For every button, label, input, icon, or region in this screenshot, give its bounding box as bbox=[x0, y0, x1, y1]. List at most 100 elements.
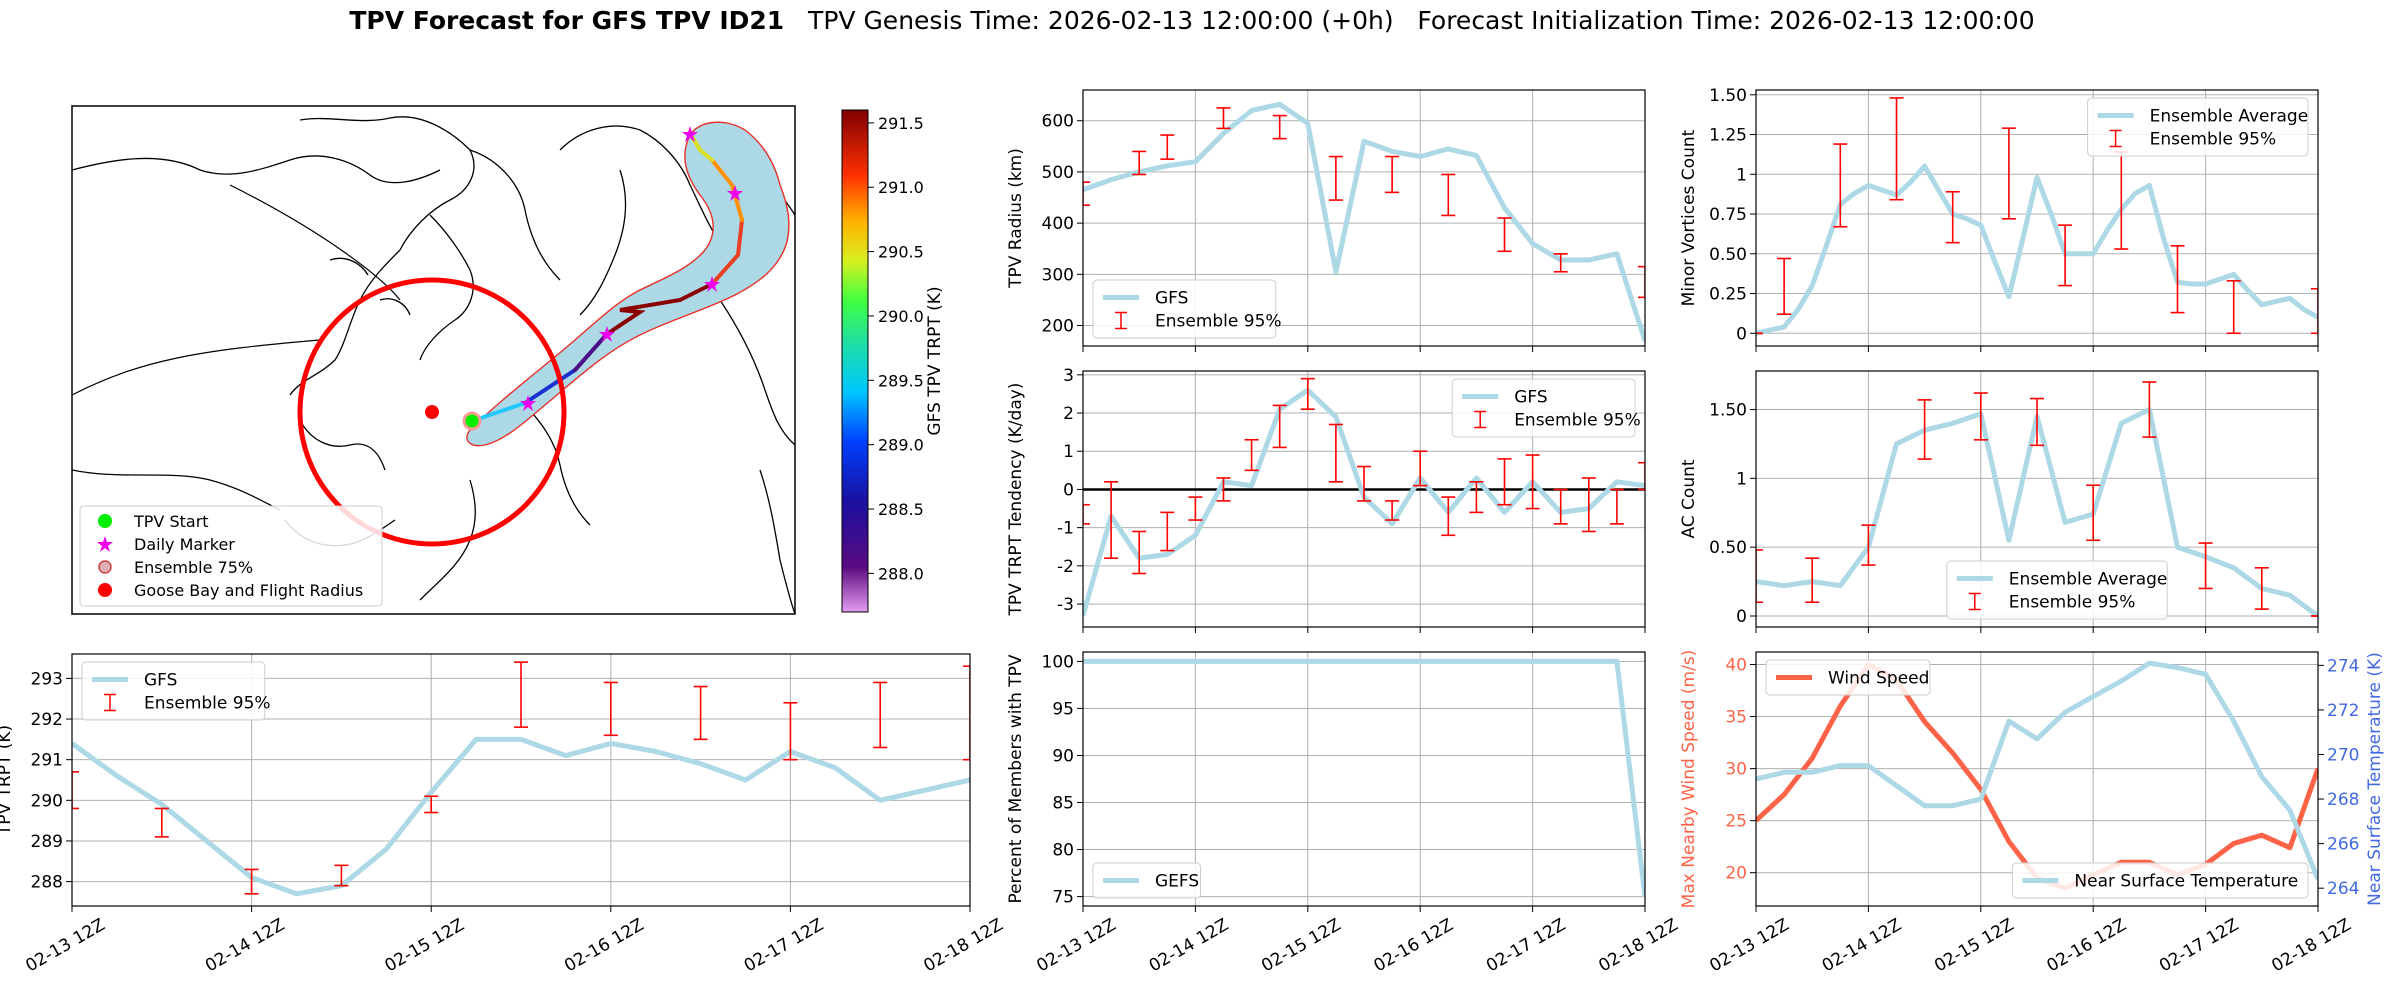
legend-label: Ensemble 95% bbox=[1155, 312, 1282, 332]
chart-radius-panel: 200 300 400 500 600 TPV Radius (km) GFS Ensembl… bbox=[1006, 90, 1652, 352]
chart-ytick-label: 0 bbox=[1736, 607, 1747, 627]
chart-ytick-label: 85 bbox=[1052, 794, 1074, 814]
chart-ylabel: TPV TRPT Tendency (K/day) bbox=[1006, 383, 1026, 617]
chart-ytick-label: 288 bbox=[31, 873, 63, 893]
chart-ytick-label: 90 bbox=[1052, 746, 1074, 766]
chart-ytick-label: 3 bbox=[1063, 366, 1074, 386]
chart-xtick-label: 02-13 12Z bbox=[1706, 915, 1792, 976]
legend-label: Ensemble 95% bbox=[2150, 130, 2277, 150]
map-legend: TPV Start Daily Marker Ensemble 75% Goos… bbox=[80, 506, 382, 606]
map-panel: TPV Start Daily Marker Ensemble 75% Goos… bbox=[72, 106, 945, 614]
chart-ytick-label: 400 bbox=[1042, 214, 1074, 234]
chart-xtick-label: 02-13 12Z bbox=[1033, 915, 1119, 976]
chart-xtick-label: 02-15 12Z bbox=[382, 915, 468, 976]
chart-legend: GFS Ensemble 95% bbox=[82, 662, 271, 720]
chart-ytick-label: 20 bbox=[1725, 864, 1747, 884]
chart-xtick-label: 02-15 12Z bbox=[1258, 915, 1344, 976]
colorbar-tick-label: 291.5 bbox=[878, 114, 924, 133]
chart-ylabel: TPV TRPT (K) bbox=[0, 725, 15, 836]
legend-tpv-start-icon bbox=[98, 514, 112, 528]
chart-xtick-label: 02-17 12Z bbox=[1483, 915, 1569, 976]
chart-ytick-label: 80 bbox=[1052, 841, 1074, 861]
legend-ensemble-75-label: Ensemble 75% bbox=[134, 558, 253, 577]
chart-ytick-right-label: 270 bbox=[2327, 745, 2359, 765]
chart-ytick-label: -1 bbox=[1057, 519, 1074, 539]
chart-ytick-label: 95 bbox=[1052, 699, 1074, 719]
legend-label: GFS bbox=[144, 671, 177, 691]
chart-xtick-label: 02-16 12Z bbox=[2044, 915, 2130, 976]
chart-ytick-label: 1.50 bbox=[1709, 86, 1747, 106]
chart-ytick-label: 1 bbox=[1736, 469, 1747, 489]
chart-xtick-label: 02-15 12Z bbox=[1931, 915, 2017, 976]
colorbar-tick-label: 288.5 bbox=[878, 500, 924, 519]
legend-label: Ensemble 95% bbox=[2009, 593, 2136, 613]
chart-xtick-label: 02-18 12Z bbox=[2268, 915, 2354, 976]
chart-wind-temp-panel: 20 25 30 35 40 02-13 12Z 02-14 12Z 02-15 12Z 02-… bbox=[1679, 650, 2384, 977]
legend-label: Wind Speed bbox=[1828, 669, 1929, 689]
legend-label: GFS bbox=[1514, 388, 1547, 408]
chart-xtick-label: 02-16 12Z bbox=[561, 915, 647, 976]
chart-ytick-right-label: 266 bbox=[2327, 835, 2359, 855]
chart-legend: Ensemble Average Ensemble 95% bbox=[1947, 561, 2168, 619]
chart-ytick-label: 0 bbox=[1736, 324, 1747, 344]
legend-label: Ensemble 95% bbox=[1514, 411, 1641, 431]
chart-legend: GFS Ensemble 95% bbox=[1093, 280, 1282, 338]
chart-ytick-label: 292 bbox=[31, 710, 63, 730]
chart-ytick-label: 35 bbox=[1725, 708, 1747, 728]
chart-ytick-label: 291 bbox=[31, 751, 63, 771]
chart-ylabel: Max Nearby Wind Speed (m/s) bbox=[1679, 650, 1699, 909]
chart-ytick-label: 289 bbox=[31, 832, 63, 852]
chart-trpt-panel: 288 289 290 291 292 293 02-13 12Z 02-14 12Z 02-1… bbox=[0, 654, 1007, 976]
chart-ytick-label: 293 bbox=[31, 669, 63, 689]
chart-ytick-label: 200 bbox=[1042, 317, 1074, 337]
chart-ytick-right-label: 264 bbox=[2327, 879, 2359, 899]
colorbar-tick-label: 289.0 bbox=[878, 436, 924, 455]
colorbar-label: GFS TPV TRPT (K) bbox=[925, 286, 945, 435]
chart-xtick-label: 02-14 12Z bbox=[202, 915, 288, 976]
legend-daily-marker-label: Daily Marker bbox=[134, 535, 235, 554]
chart-xtick-label: 02-18 12Z bbox=[1595, 915, 1681, 976]
chart-xtick-label: 02-17 12Z bbox=[2156, 915, 2242, 976]
legend-label: GEFS bbox=[1155, 872, 1199, 892]
chart-ylabel: AC Count bbox=[1679, 459, 1699, 538]
colorbar-tick-label: 291.0 bbox=[878, 178, 924, 197]
chart-tendency-panel: -3-2-10123TPV TRPT Tendency (K/day) GFSEn… bbox=[1006, 366, 1652, 633]
chart-ytick-right-label: 272 bbox=[2327, 701, 2359, 721]
chart-ytick-right-label: 268 bbox=[2327, 790, 2359, 810]
chart-xtick-label: 02-13 12Z bbox=[22, 915, 108, 976]
colorbar-ticks: 291.5 291.0 290.5 290.0 289.5 289.0 288.5 288.0 bbox=[868, 114, 924, 584]
chart-ytick-label: -2 bbox=[1057, 557, 1074, 577]
legend-ensemble-75-icon bbox=[99, 561, 111, 573]
chart-legend: Wind Speed bbox=[1766, 660, 1930, 695]
chart-legend: Ensemble Average Ensemble 95% bbox=[2088, 98, 2309, 156]
chart-percent-panel: 75 80 85 90 95 100 02-13 12Z 02-14 12Z 02-15 12Z… bbox=[1006, 652, 1682, 976]
chart-ytick-label: 0.25 bbox=[1709, 285, 1747, 305]
chart-ytick-label: 1 bbox=[1736, 165, 1747, 185]
colorbar-tick-label: 290.5 bbox=[878, 243, 924, 262]
chart-ylabel: Percent of Members with TPV bbox=[1006, 654, 1026, 903]
chart-ytick-label: 0 bbox=[1063, 480, 1074, 500]
chart-ytick-label: 30 bbox=[1725, 760, 1747, 780]
legend-label: GFS bbox=[1155, 289, 1188, 309]
colorbar-tick-label: 289.5 bbox=[878, 371, 924, 390]
chart-ytick-label: 100 bbox=[1042, 652, 1074, 672]
chart-ytick-label: 0.50 bbox=[1709, 245, 1747, 265]
chart-legend: GFS Ensemble 95% bbox=[1452, 379, 1641, 437]
tpv-start-marker bbox=[464, 413, 480, 429]
chart-ytick-label: 1.25 bbox=[1709, 126, 1747, 146]
chart-ytick-label: 0.75 bbox=[1709, 205, 1747, 225]
chart-ytick-label: 1.50 bbox=[1709, 401, 1747, 421]
chart-xtick-label: 02-17 12Z bbox=[741, 915, 827, 976]
chart-ytick-label: 300 bbox=[1042, 265, 1074, 285]
legend-goose-bay-label: Goose Bay and Flight Radius bbox=[134, 581, 363, 600]
chart-ylabel: TPV Radius (km) bbox=[1006, 148, 1026, 289]
chart-legend: GEFS bbox=[1093, 863, 1201, 898]
legend-label: Ensemble Average bbox=[2150, 107, 2309, 127]
chart-ytick-label: 40 bbox=[1725, 655, 1747, 675]
chart-xtick-label: 02-16 12Z bbox=[1371, 915, 1457, 976]
chart-legend: Near Surface Temperature bbox=[2012, 863, 2308, 898]
legend-goose-bay-icon bbox=[98, 583, 112, 597]
colorbar-gradient bbox=[842, 110, 868, 612]
